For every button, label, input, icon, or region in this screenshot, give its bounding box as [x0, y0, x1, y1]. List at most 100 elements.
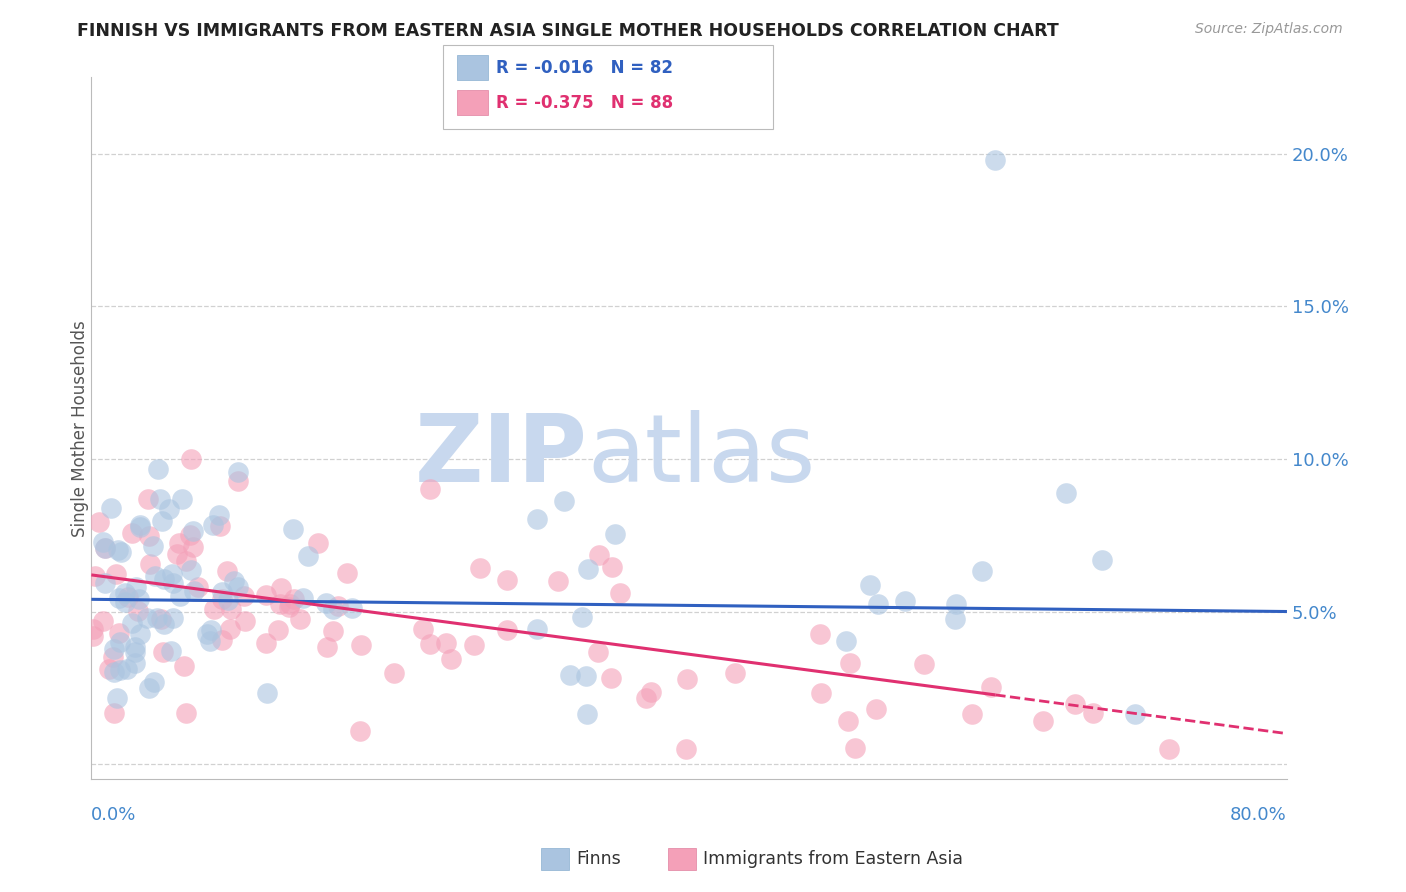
Point — [603, 527, 626, 541]
Point — [160, 566, 183, 581]
Point — [162, 610, 184, 624]
Point — [586, 645, 609, 659]
Point — [117, 590, 139, 604]
Point — [349, 724, 371, 739]
Point — [143, 675, 166, 690]
Point — [866, 597, 889, 611]
Point — [553, 494, 575, 508]
Point — [1157, 742, 1180, 756]
Point — [315, 596, 337, 610]
Point — [307, 536, 329, 550]
Point — [82, 629, 104, 643]
Point — [283, 592, 305, 607]
Point — [434, 636, 457, 650]
Point — [115, 663, 138, 677]
Point — [127, 604, 149, 618]
Point — [110, 635, 132, 649]
Point — [104, 566, 127, 581]
Point — [724, 666, 747, 681]
Point — [349, 638, 371, 652]
Point — [226, 580, 249, 594]
Point — [94, 541, 117, 555]
Point — [222, 574, 245, 589]
Point — [288, 611, 311, 625]
Text: FINNISH VS IMMIGRANTS FROM EASTERN ASIA SINGLE MOTHER HOUSEHOLDS CORRELATION CHA: FINNISH VS IMMIGRANTS FROM EASTERN ASIA … — [77, 22, 1059, 40]
Point — [195, 626, 218, 640]
Point — [200, 623, 222, 637]
Point — [943, 612, 966, 626]
Point — [167, 535, 190, 549]
Point — [219, 622, 242, 636]
Point — [211, 591, 233, 606]
Point — [114, 595, 136, 609]
Text: Immigrants from Eastern Asia: Immigrants from Eastern Asia — [703, 850, 963, 868]
Point — [84, 569, 107, 583]
Point — [124, 656, 146, 670]
Point — [256, 686, 278, 700]
Point — [382, 666, 405, 681]
Point — [233, 615, 256, 629]
Point — [526, 623, 548, 637]
Point — [865, 702, 887, 716]
Point — [143, 568, 166, 582]
Point — [844, 741, 866, 756]
Point — [340, 600, 363, 615]
Point — [547, 574, 569, 589]
Point — [124, 640, 146, 654]
Point — [157, 502, 180, 516]
Point — [228, 465, 250, 479]
Point — [187, 580, 209, 594]
Point — [810, 686, 832, 700]
Point — [208, 518, 231, 533]
Point — [94, 575, 117, 590]
Point — [124, 645, 146, 659]
Point — [150, 514, 173, 528]
Point — [1081, 706, 1104, 720]
Point — [124, 580, 146, 594]
Point — [1091, 552, 1114, 566]
Point — [599, 671, 621, 685]
Point — [166, 548, 188, 562]
Point — [960, 707, 983, 722]
Point — [129, 517, 152, 532]
Point — [835, 633, 858, 648]
Text: Source: ZipAtlas.com: Source: ZipAtlas.com — [1195, 22, 1343, 37]
Point — [267, 624, 290, 638]
Point — [219, 602, 242, 616]
Point — [153, 572, 176, 586]
Point — [211, 633, 233, 648]
Point — [600, 560, 623, 574]
Point — [103, 706, 125, 720]
Point — [107, 690, 129, 705]
Point — [468, 561, 491, 575]
Point — [277, 599, 299, 614]
Point — [146, 462, 169, 476]
Point — [103, 665, 125, 680]
Point — [1054, 486, 1077, 500]
Y-axis label: Single Mother Households: Single Mother Households — [72, 320, 89, 537]
Point — [211, 584, 233, 599]
Point — [439, 652, 461, 666]
Point — [560, 668, 582, 682]
Point — [153, 617, 176, 632]
Point — [280, 597, 302, 611]
Point — [1064, 697, 1087, 711]
Point — [108, 591, 131, 606]
Point — [121, 615, 143, 630]
Point — [180, 563, 202, 577]
Point — [1032, 714, 1054, 728]
Point — [139, 558, 162, 572]
Point — [181, 524, 204, 538]
Point — [496, 624, 519, 638]
Point — [412, 623, 434, 637]
Point — [170, 491, 193, 506]
Point — [588, 549, 610, 563]
Point — [254, 635, 277, 649]
Point — [419, 637, 441, 651]
Point — [984, 153, 1007, 167]
Point — [160, 644, 183, 658]
Point — [839, 656, 862, 670]
Point — [576, 706, 599, 721]
Point — [181, 541, 204, 555]
Point — [571, 610, 593, 624]
